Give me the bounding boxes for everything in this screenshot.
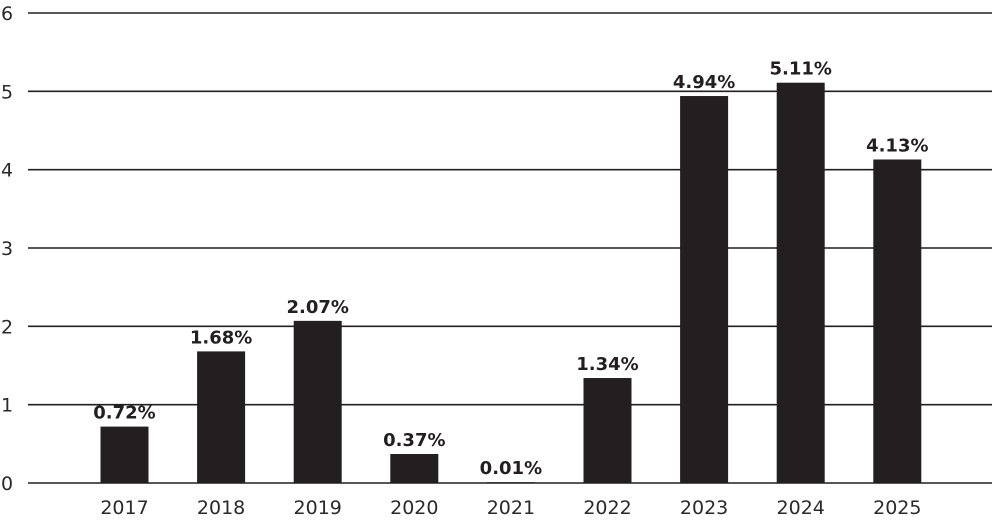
data-label-2024: 5.11% (769, 59, 831, 80)
data-label-2020: 0.37% (383, 430, 445, 451)
bars (100, 82, 922, 484)
y-axis-ticks: 0 1 2 3 4 5 6 (1, 3, 13, 495)
data-label-2025: 4.13% (866, 135, 928, 156)
y-tick-label: 3 (1, 238, 13, 260)
y-tick-label: 5 (1, 81, 13, 103)
bar-2024 (776, 82, 825, 483)
bar-2023 (680, 96, 729, 484)
data-labels: 0.72% 1.68% 2.07% 0.37% 0.01% 1.34% 4.94% 5.11%… (93, 59, 928, 480)
bar-2025 (873, 159, 922, 483)
x-tick-label-2024: 2024 (777, 497, 825, 519)
x-tick-label-2017: 2017 (100, 497, 148, 519)
bar-2019 (293, 320, 342, 483)
bar-2018 (197, 351, 246, 483)
y-tick-label: 0 (1, 473, 13, 495)
x-tick-label-2021: 2021 (487, 497, 535, 519)
bar-2020 (390, 454, 439, 483)
y-tick-label: 1 (1, 395, 13, 417)
data-label-2017: 0.72% (93, 403, 155, 424)
x-tick-label-2019: 2019 (294, 497, 342, 519)
data-label-2022: 1.34% (576, 354, 638, 375)
bar-2022 (583, 378, 632, 483)
x-tick-label-2023: 2023 (680, 497, 728, 519)
y-tick-label: 2 (1, 316, 13, 338)
data-label-2021: 0.01% (480, 458, 542, 479)
gridlines (28, 12, 992, 484)
x-tick-label-2020: 2020 (390, 497, 438, 519)
data-label-2018: 1.68% (190, 327, 252, 348)
x-tick-label-2018: 2018 (197, 497, 245, 519)
bar-2021 (486, 482, 535, 483)
data-label-2023: 4.94% (673, 72, 735, 93)
x-axis-ticks: 2017 2018 2019 2020 2021 2022 2023 2024 2025 (100, 497, 921, 519)
x-tick-label-2025: 2025 (873, 497, 921, 519)
x-tick-label-2022: 2022 (583, 497, 631, 519)
data-label-2019: 2.07% (286, 297, 348, 318)
y-tick-label: 6 (1, 3, 13, 25)
y-tick-label: 4 (1, 160, 13, 182)
bar-2017 (100, 426, 149, 483)
